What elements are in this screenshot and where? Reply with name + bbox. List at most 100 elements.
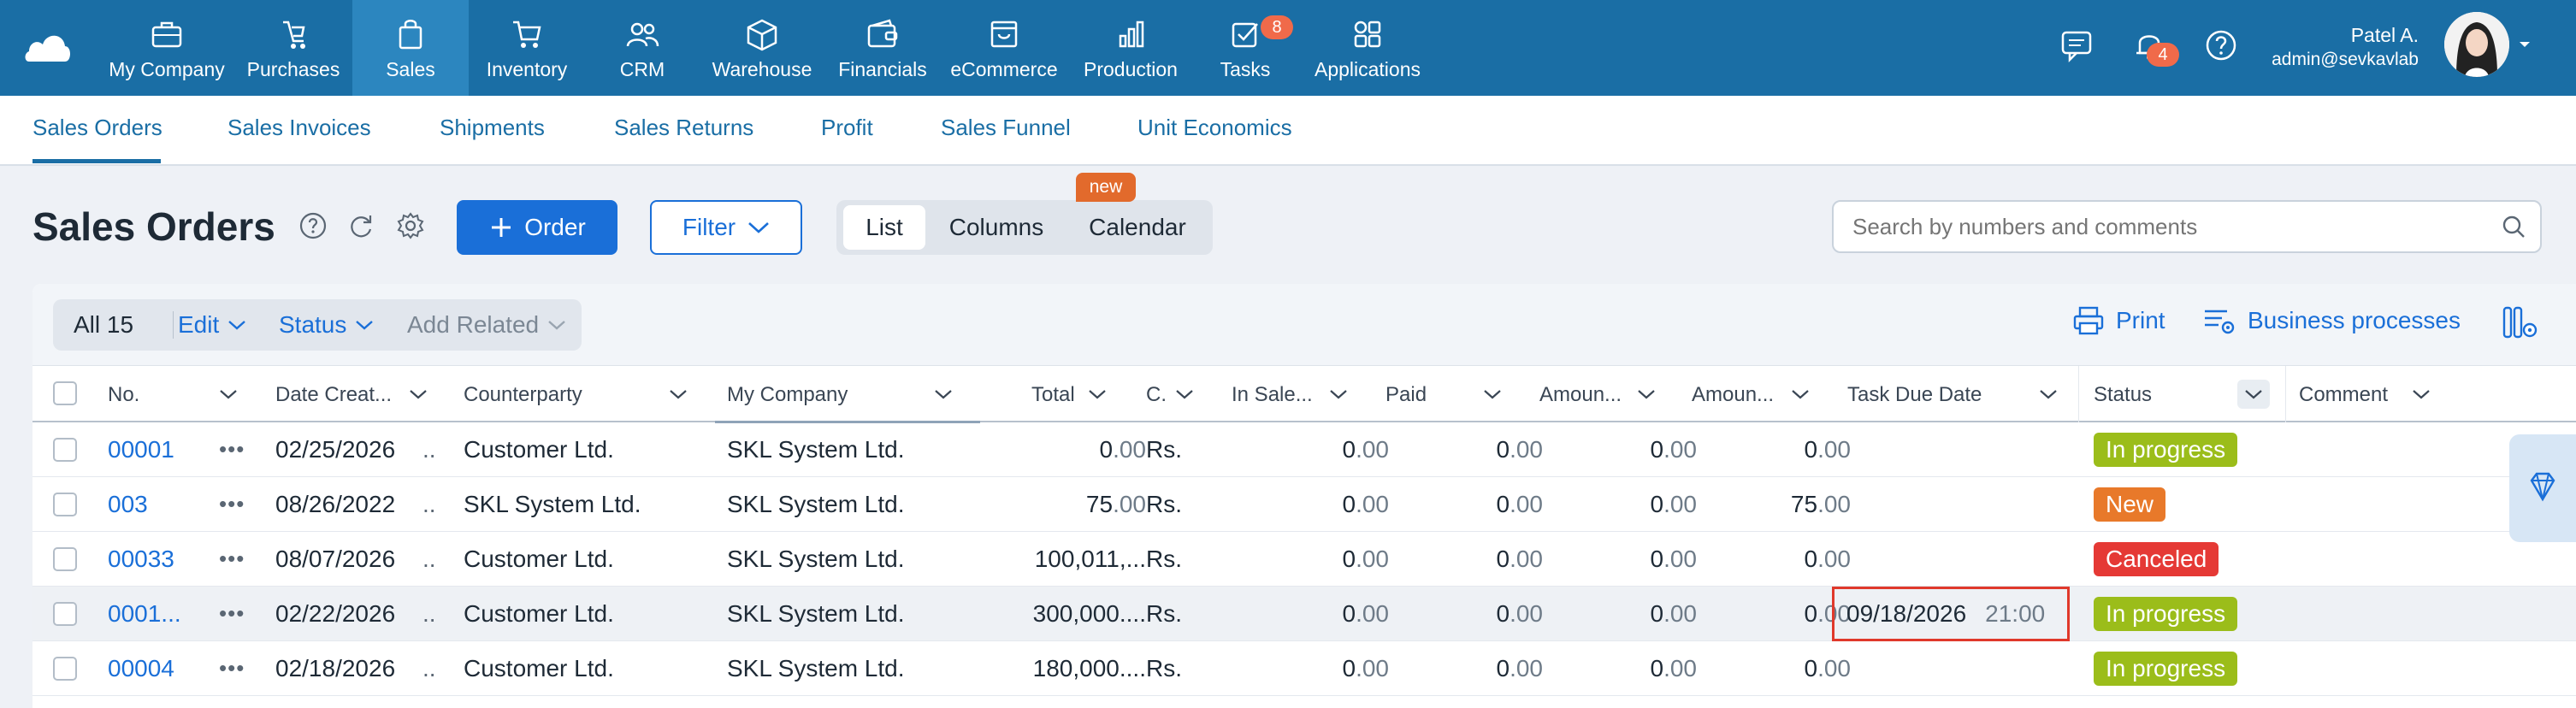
add-order-button[interactable]: Order [457,200,617,255]
chevron-down-icon[interactable] [2039,388,2058,400]
tab-shipments[interactable]: Shipments [440,115,545,140]
tab-sales-invoices[interactable]: Sales Invoices [227,115,371,140]
search-input[interactable] [1832,200,2542,253]
chevron-down-icon[interactable] [1175,388,1194,400]
side-panel-tab[interactable] [2509,434,2576,542]
status-menu[interactable]: Status [279,311,374,339]
tab-unit-economics[interactable]: Unit Economics [1137,115,1292,140]
chevron-down-icon[interactable] [934,388,953,400]
select-all-count[interactable]: All 15 [74,311,134,338]
col-amount-1[interactable]: Amoun... [1539,383,1622,406]
select-all-checkbox[interactable] [53,381,77,405]
nav-sales[interactable]: Sales [352,0,469,96]
status-badge[interactable]: In progress [2094,433,2238,467]
task-due-date-cell[interactable]: 09/18/2026 21:00 [1832,587,2070,641]
table-row[interactable]: 003 ••• 08/26/2022.. SKL System Ltd. SKL Sys… [32,477,2576,532]
nav-my-company[interactable]: My Company [101,0,233,96]
nav-financials[interactable]: Financials [831,0,934,96]
col-date-created[interactable]: Date Creat... [275,383,393,406]
col-comment[interactable]: Comment [2299,383,2389,406]
tab-sales-returns[interactable]: Sales Returns [614,115,754,140]
view-columns[interactable]: Columns [948,214,1044,240]
col-amount-2[interactable]: Amoun... [1692,383,1775,406]
chevron-down-icon[interactable] [2412,388,2431,400]
edit-menu[interactable]: Edit [178,311,246,339]
tab-profit[interactable]: Profit [821,115,873,140]
gear-icon[interactable] [395,210,426,241]
col-total[interactable]: Total [1031,383,1075,406]
row-checkbox[interactable] [53,602,77,626]
nav-tasks[interactable]: Tasks [1197,0,1293,96]
more-actions-icon[interactable]: ••• [219,600,245,626]
row-checkbox[interactable] [53,493,77,516]
help-circle-icon[interactable] [298,210,328,241]
print-button[interactable]: Print [2071,304,2165,337]
amount-dec: .00 [1113,491,1146,517]
order-number-link[interactable]: 00001 [108,436,174,463]
order-number-link[interactable]: 003 [108,491,148,517]
more-actions-icon[interactable]: ••• [219,491,245,516]
nav-production[interactable]: Production [1074,0,1187,96]
add-related-menu[interactable]: Add Related [407,311,566,339]
col-counterparty[interactable]: Counterparty [464,383,582,406]
order-number-link[interactable]: 0001... [108,600,181,627]
col-no[interactable]: No. [108,383,140,406]
avatar[interactable] [2444,12,2509,77]
chevron-down-icon[interactable] [219,388,238,400]
col-task-due-date[interactable]: Task Due Date [1847,383,1982,406]
order-number-link[interactable]: 00004 [108,655,174,681]
tab-sales-orders[interactable]: Sales Orders [32,115,162,140]
nav-ecommerce[interactable]: eCommerce [948,0,1061,96]
order-number-link[interactable]: 00033 [108,546,174,572]
amount-int: 0 [1496,546,1510,572]
amount-cell: 100,011,... [1035,546,1146,573]
more-actions-icon[interactable]: ••• [219,436,245,462]
cloud-logo-icon[interactable] [24,27,72,65]
nav-applications[interactable]: Applications [1312,0,1423,96]
more-actions-icon[interactable]: ••• [219,546,245,571]
search-icon[interactable] [2501,214,2526,239]
chevron-down-icon[interactable] [2518,39,2532,50]
chevron-down-icon[interactable] [1791,388,1810,400]
nav-warehouse[interactable]: Warehouse [706,0,818,96]
status-badge[interactable]: In progress [2094,597,2238,631]
column-settings-icon[interactable] [2501,303,2540,344]
status-sort-toggle[interactable] [2237,380,2270,409]
nav-inventory[interactable]: Inventory [477,0,576,96]
col-status[interactable]: Status [2094,383,2153,406]
table-row[interactable]: 0001... ••• 02/22/2026.. Customer Ltd. SKL S… [32,587,2576,641]
col-paid[interactable]: Paid [1385,383,1427,406]
refresh-icon[interactable] [346,210,376,241]
filter-button[interactable]: Filter [650,200,802,255]
nav-purchases[interactable]: Purchases [238,0,349,96]
table-row[interactable]: 00004 ••• 02/18/2026.. Customer Ltd. SKL Sys… [32,641,2576,696]
more-actions-icon[interactable]: ••• [219,655,245,681]
view-list[interactable]: List [843,205,925,250]
chevron-down-icon[interactable] [409,388,428,400]
col-currency[interactable]: C. [1146,383,1167,406]
tab-sales-funnel[interactable]: Sales Funnel [941,115,1071,140]
chevron-down-icon[interactable] [1637,388,1656,400]
table-header: No. Date Creat... Counterparty My Compan… [32,366,2576,422]
row-checkbox[interactable] [53,547,77,571]
view-calendar[interactable]: Calendar [1089,214,1186,240]
status-badge[interactable]: New [2094,487,2166,522]
chat-icon[interactable] [2058,26,2097,65]
col-in-sale[interactable]: In Sale... [1232,383,1313,406]
table-row[interactable]: 00001 ••• 02/25/2026.. Customer Ltd. SKL Sys… [32,422,2576,477]
business-processes-button[interactable]: Business processes [2201,304,2461,337]
nav-crm[interactable]: CRM [595,0,689,96]
col-my-company[interactable]: My Company [727,383,848,406]
status-badge[interactable]: Canceled [2094,542,2219,576]
row-checkbox[interactable] [53,657,77,681]
user-name[interactable]: Patel A. [2350,24,2419,46]
chevron-down-icon[interactable] [1483,388,1502,400]
chevron-down-icon[interactable] [1088,388,1107,400]
chevron-down-icon[interactable] [669,388,688,400]
row-checkbox[interactable] [53,438,77,462]
status-badge[interactable]: In progress [2094,652,2238,686]
table-row[interactable]: 00033 ••• 08/07/2026.. Customer Ltd. SKL Sys… [32,532,2576,587]
chevron-down-icon[interactable] [1329,388,1348,400]
nav-label: My Company [109,58,225,80]
help-icon[interactable] [2201,26,2241,65]
